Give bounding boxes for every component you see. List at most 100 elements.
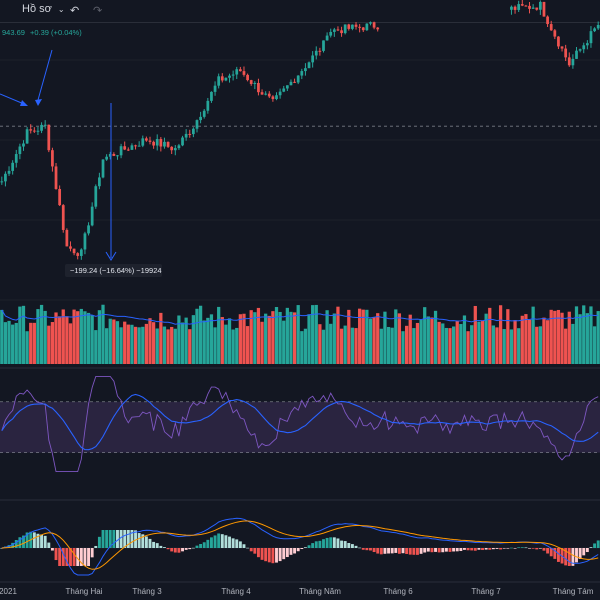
- candle: [199, 111, 202, 124]
- candle: [340, 26, 343, 37]
- candle: [228, 73, 231, 83]
- volume-bar: [79, 308, 83, 364]
- candle-body: [148, 140, 152, 142]
- volume-bar: [18, 306, 22, 364]
- macd-histogram-bar: [318, 540, 322, 548]
- macd-histogram-bar: [119, 530, 123, 548]
- candle-body: [528, 5, 531, 9]
- candle: [564, 44, 568, 61]
- macd-histogram-bar: [22, 535, 25, 548]
- candle-body: [300, 71, 304, 76]
- candle-body: [108, 153, 112, 157]
- macd-histogram-bar: [108, 530, 112, 548]
- candle-body: [242, 71, 246, 75]
- volume-bar: [448, 328, 452, 364]
- candle-body: [560, 46, 564, 49]
- volume-bar: [144, 323, 149, 364]
- volume-bar: [311, 305, 315, 364]
- macd-histogram-bar: [477, 548, 481, 550]
- macd-histogram-bar: [267, 548, 271, 563]
- macd-histogram-bar: [585, 548, 589, 553]
- candle: [567, 52, 571, 67]
- candle: [32, 127, 36, 133]
- volume-bar: [112, 319, 116, 364]
- macd-histogram-bar: [50, 548, 54, 551]
- macd-histogram-bar: [220, 534, 224, 548]
- candle: [83, 231, 87, 255]
- candle: [300, 68, 304, 80]
- candle: [14, 149, 18, 168]
- candle-body: [564, 48, 568, 58]
- volume-bar: [585, 313, 589, 364]
- candle-body: [354, 24, 358, 27]
- volume-bar: [491, 325, 495, 364]
- macd-histogram-bar: [502, 548, 506, 549]
- undo-icon[interactable]: ↶: [70, 5, 80, 17]
- macd-histogram-bar: [152, 541, 156, 548]
- candle: [560, 46, 564, 52]
- volume-bar: [76, 311, 80, 364]
- volume-bar: [376, 313, 380, 364]
- candle: [596, 21, 600, 30]
- volume-bar: [332, 313, 336, 364]
- macd-histogram-bar: [130, 530, 134, 548]
- macd-histogram-bar: [546, 548, 550, 554]
- candle-body: [217, 76, 221, 86]
- candle: [253, 81, 257, 90]
- candle-body: [249, 80, 253, 84]
- macd-histogram-bar: [379, 548, 383, 555]
- candle-body: [51, 150, 54, 167]
- candle: [528, 1, 531, 14]
- candle-body: [267, 93, 271, 97]
- volume-bar: [166, 329, 170, 364]
- volume-bar: [65, 316, 69, 364]
- macd-histogram-bar: [542, 548, 546, 551]
- volume-bar: [495, 327, 499, 364]
- redo-icon[interactable]: ↷: [93, 5, 103, 17]
- candle-body: [137, 145, 141, 147]
- macd-histogram-bar: [365, 548, 369, 551]
- candle-body: [145, 138, 148, 141]
- candle-body: [589, 31, 593, 44]
- macd-histogram-bar: [452, 548, 456, 552]
- arrow-line: [37, 49, 53, 101]
- macd-histogram-bar: [466, 548, 470, 551]
- volume-bar: [242, 313, 246, 364]
- candle-body: [0, 181, 4, 183]
- candle: [354, 22, 358, 30]
- candle: [184, 129, 188, 141]
- candle: [372, 21, 376, 30]
- rsi-pane: [0, 375, 600, 473]
- candle: [538, 0, 542, 15]
- candle-body: [192, 128, 195, 135]
- candle-body: [181, 137, 184, 146]
- volume-bar: [596, 311, 600, 364]
- x-axis-tick-label: Tháng 6: [383, 587, 413, 596]
- volume-bar: [21, 305, 26, 364]
- candle-body: [195, 120, 199, 129]
- candle-body: [231, 74, 235, 76]
- volume-bar: [564, 328, 568, 364]
- profile-menu[interactable]: Hồ sơ ⌄: [22, 3, 65, 15]
- volume-bar: [86, 312, 91, 364]
- macd-histogram-bar: [311, 543, 315, 548]
- candle: [58, 185, 62, 206]
- macd-histogram-bar: [455, 548, 459, 552]
- volume-bar: [354, 328, 358, 364]
- volume-bar: [488, 307, 492, 364]
- arrow-line: [0, 93, 25, 105]
- candle: [173, 145, 177, 156]
- volume-bar: [484, 313, 488, 364]
- volume-bar: [386, 326, 391, 364]
- volume-bar: [217, 306, 221, 364]
- candle: [29, 124, 33, 134]
- candle-body: [318, 50, 322, 52]
- candle-body: [199, 116, 202, 121]
- candle: [177, 143, 181, 150]
- macd-histogram-bar: [444, 548, 448, 552]
- volume-bar: [365, 309, 369, 364]
- x-axis-tick-label: Tháng 7: [471, 587, 501, 596]
- candle-body: [361, 27, 365, 31]
- candle-body: [549, 24, 553, 31]
